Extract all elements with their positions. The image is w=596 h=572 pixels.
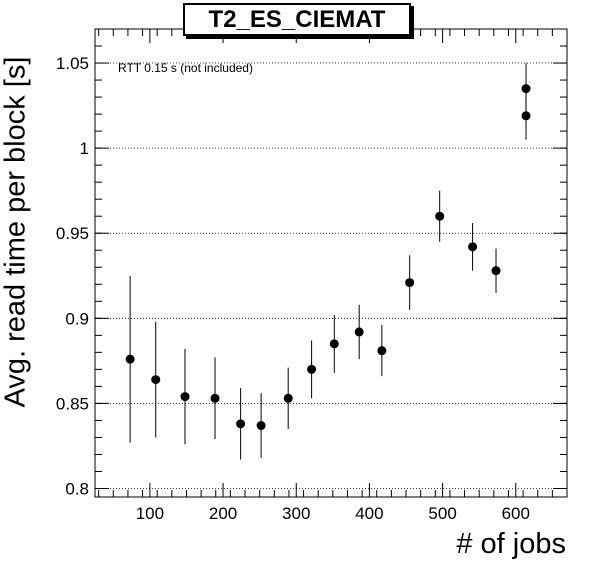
data-point xyxy=(435,211,445,221)
x-tick-label: 300 xyxy=(282,504,310,523)
x-axis-label: # of jobs xyxy=(456,528,566,560)
y-tick-label: 0.95 xyxy=(56,224,89,243)
x-tick-label: 400 xyxy=(355,504,383,523)
data-point xyxy=(125,354,135,364)
data-point xyxy=(468,242,478,252)
x-tick-label: 200 xyxy=(209,504,237,523)
data-point xyxy=(377,346,387,356)
y-tick-label: 0.9 xyxy=(65,309,89,328)
data-point xyxy=(283,393,293,403)
data-point xyxy=(354,327,364,337)
data-point xyxy=(180,392,190,402)
data-point xyxy=(236,419,246,429)
data-point xyxy=(210,393,220,403)
y-tick-label: 0.8 xyxy=(65,479,89,498)
data-points xyxy=(125,63,531,460)
data-point xyxy=(151,375,161,385)
chart-title: T2_ES_CIEMAT xyxy=(183,3,411,36)
data-point xyxy=(521,84,531,94)
data-point xyxy=(307,364,317,374)
y-tick-label: 1 xyxy=(80,139,89,158)
data-point xyxy=(329,339,339,349)
y-axis-label: Avg. read time per block [s] xyxy=(0,56,32,408)
y-tick-label: 1.05 xyxy=(56,54,89,73)
tick-labels: 0.8 0.85 0.9 0.95 1 1.05 100 200 300 400 500 600 xyxy=(56,54,530,523)
x-tick-label: 600 xyxy=(502,504,530,523)
data-point xyxy=(491,266,501,276)
x-tick-label: 500 xyxy=(428,504,456,523)
grid xyxy=(95,62,567,489)
data-point xyxy=(405,278,415,288)
data-point xyxy=(521,111,531,121)
x-tick-label: 100 xyxy=(136,504,164,523)
y-tick-label: 0.85 xyxy=(56,394,89,413)
data-point xyxy=(256,421,266,431)
rtt-annotation: RTT 0.15 s (not included) xyxy=(118,61,253,75)
